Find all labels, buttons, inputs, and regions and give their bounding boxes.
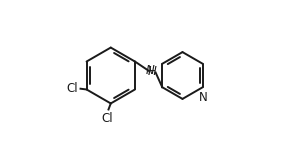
Text: N: N bbox=[199, 91, 208, 104]
Text: H: H bbox=[148, 65, 157, 78]
Text: Cl: Cl bbox=[101, 112, 113, 125]
Text: Cl: Cl bbox=[66, 82, 78, 95]
Text: N: N bbox=[145, 64, 154, 77]
